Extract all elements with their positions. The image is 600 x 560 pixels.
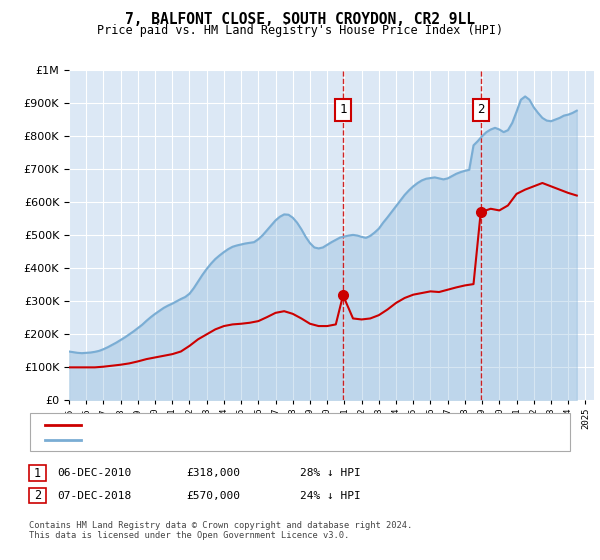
Text: 7, BALFONT CLOSE, SOUTH CROYDON, CR2 9LL (detached house): 7, BALFONT CLOSE, SOUTH CROYDON, CR2 9LL…: [87, 420, 429, 430]
Text: £318,000: £318,000: [186, 468, 240, 478]
Text: Contains HM Land Registry data © Crown copyright and database right 2024.
This d: Contains HM Land Registry data © Crown c…: [29, 521, 412, 540]
Text: 1: 1: [34, 466, 41, 480]
Text: 2: 2: [477, 103, 484, 116]
Text: HPI: Average price, detached house, Croydon: HPI: Average price, detached house, Croy…: [87, 435, 345, 445]
Text: 2: 2: [34, 489, 41, 502]
Text: Price paid vs. HM Land Registry's House Price Index (HPI): Price paid vs. HM Land Registry's House …: [97, 24, 503, 37]
Text: £570,000: £570,000: [186, 491, 240, 501]
Text: 28% ↓ HPI: 28% ↓ HPI: [300, 468, 361, 478]
Text: 1: 1: [339, 103, 347, 116]
Text: 07-DEC-2018: 07-DEC-2018: [57, 491, 131, 501]
Text: 06-DEC-2010: 06-DEC-2010: [57, 468, 131, 478]
Text: 7, BALFONT CLOSE, SOUTH CROYDON, CR2 9LL: 7, BALFONT CLOSE, SOUTH CROYDON, CR2 9LL: [125, 12, 475, 27]
Text: 24% ↓ HPI: 24% ↓ HPI: [300, 491, 361, 501]
